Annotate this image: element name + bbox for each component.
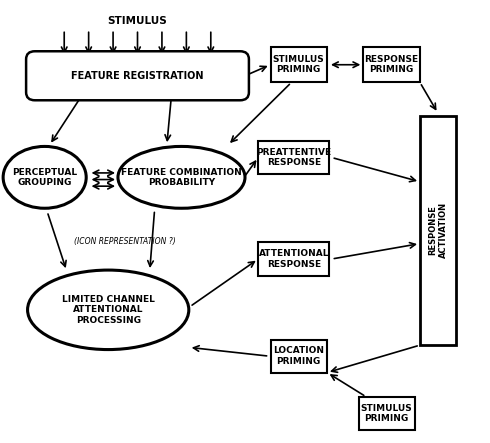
Bar (364, 47, 419, 82)
Text: STIMULUS
PRIMING: STIMULUS PRIMING (273, 55, 324, 74)
Text: FEATURE REGISTRATION: FEATURE REGISTRATION (71, 71, 204, 81)
Ellipse shape (3, 147, 86, 208)
FancyBboxPatch shape (26, 51, 249, 100)
Bar (270, 47, 327, 82)
Text: RESPONSE
PRIMING: RESPONSE PRIMING (365, 55, 418, 74)
Text: (ICON REPRESENTATION ?): (ICON REPRESENTATION ?) (74, 237, 176, 246)
Bar (419, 116, 456, 345)
Text: PREATTENTIVE
RESPONSE: PREATTENTIVE RESPONSE (256, 148, 331, 167)
Text: ATTENTIONAL
RESPONSE: ATTENTIONAL RESPONSE (259, 249, 329, 269)
Text: FEATURE COMBINATION
PROBABILITY: FEATURE COMBINATION PROBABILITY (121, 167, 242, 187)
Text: PERCEPTUAL
GROUPING: PERCEPTUAL GROUPING (12, 167, 77, 187)
Bar (258, 242, 329, 276)
Text: STIMULUS
PRIMING: STIMULUS PRIMING (361, 404, 413, 424)
Bar (270, 340, 327, 373)
Text: RESPONSE
ACTIVATION: RESPONSE ACTIVATION (428, 202, 448, 258)
Ellipse shape (27, 270, 189, 350)
Bar (359, 397, 415, 430)
Text: STIMULUS: STIMULUS (108, 16, 168, 26)
Bar (258, 141, 329, 174)
Text: LOCATION
PRIMING: LOCATION PRIMING (273, 346, 324, 366)
Text: LIMITED CHANNEL
ATTENTIONAL
PROCESSING: LIMITED CHANNEL ATTENTIONAL PROCESSING (62, 295, 155, 325)
Ellipse shape (118, 147, 245, 208)
